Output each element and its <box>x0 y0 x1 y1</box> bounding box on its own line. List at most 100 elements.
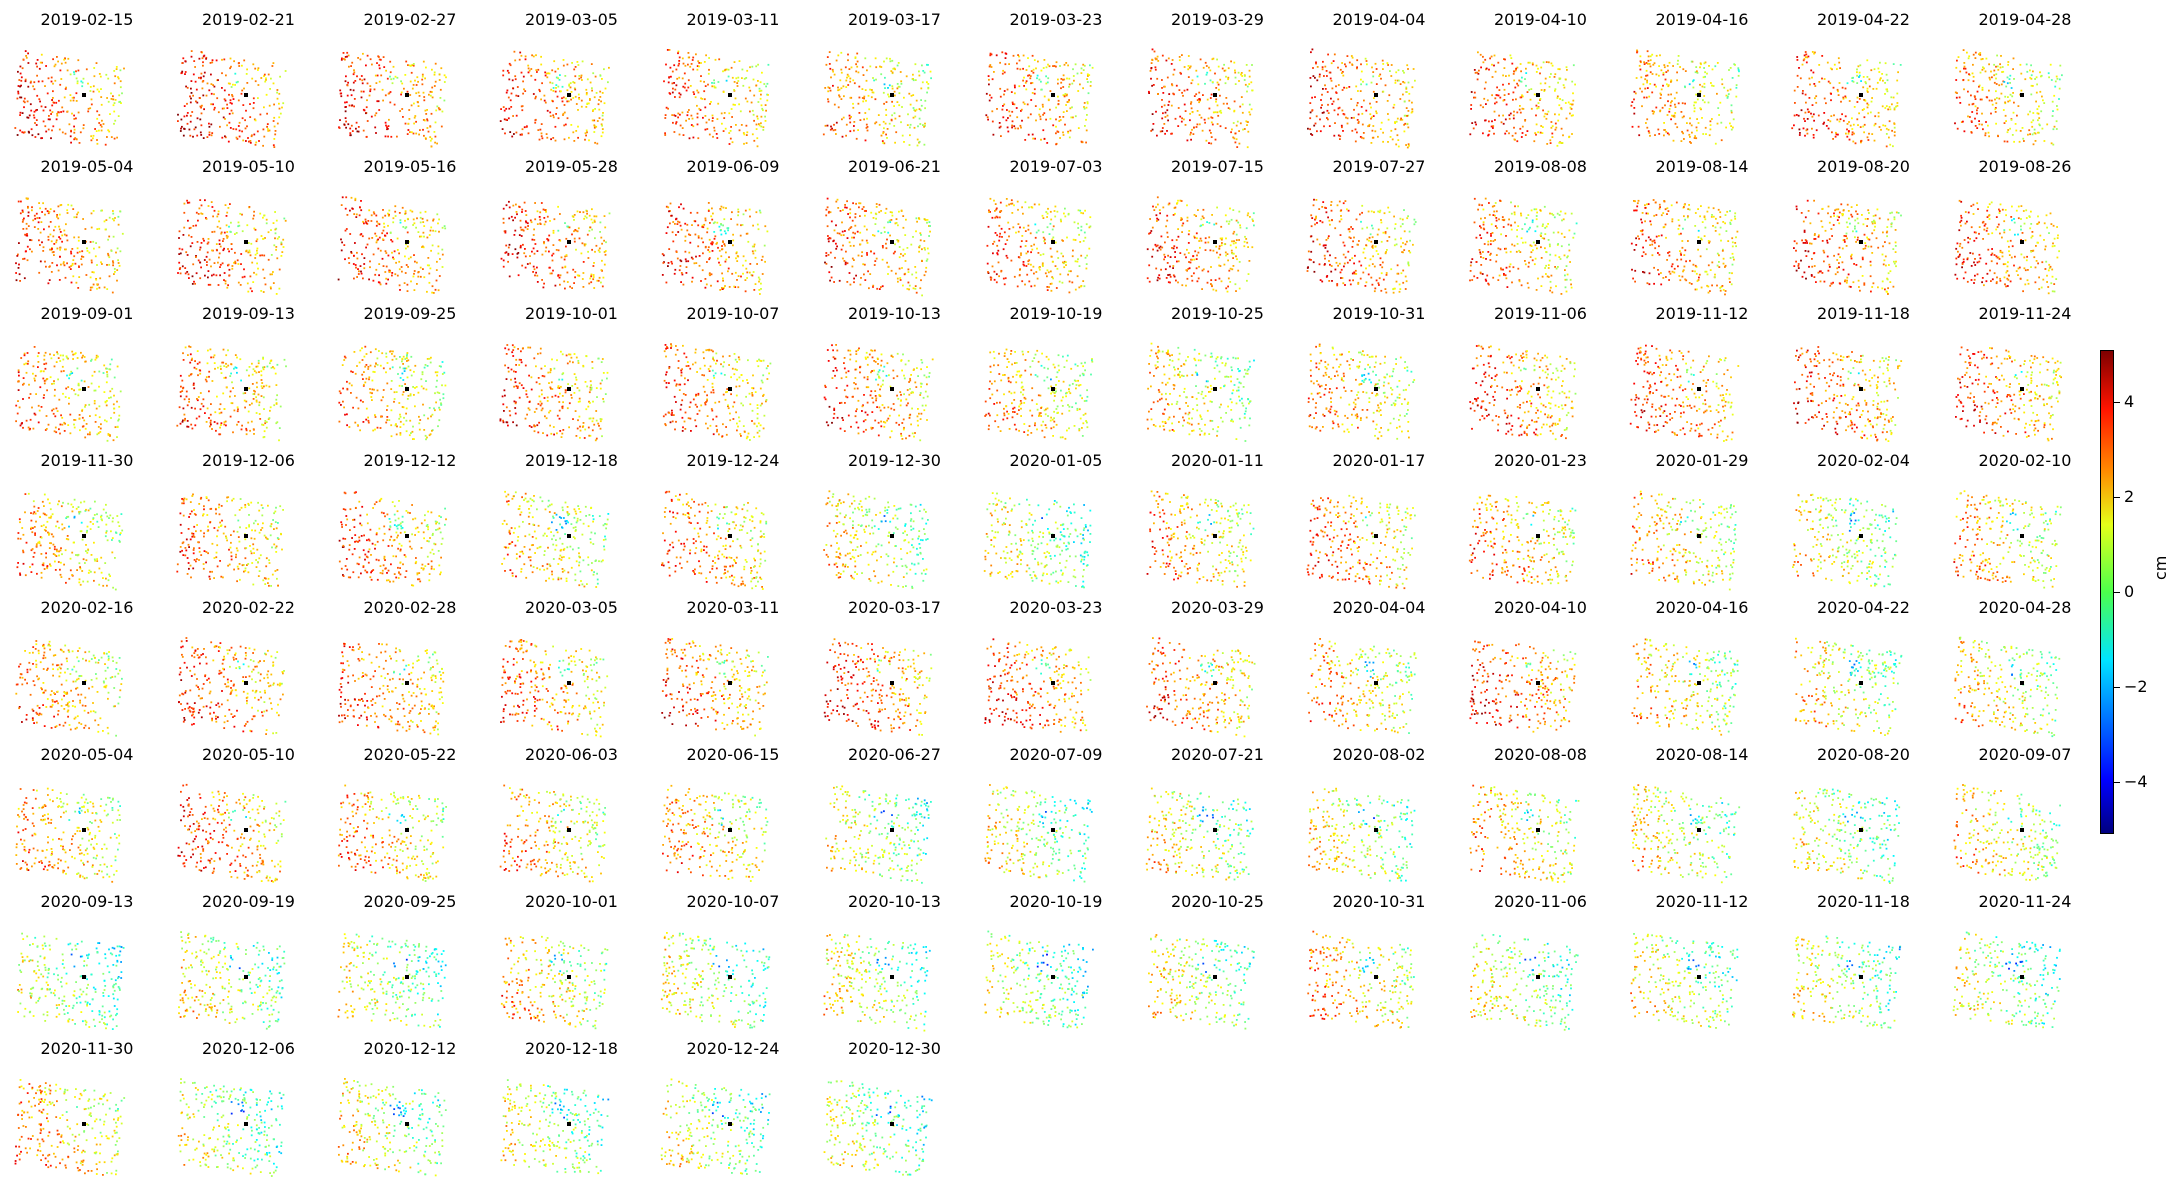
displacement-point <box>754 283 757 285</box>
displacement-point <box>1205 65 1208 67</box>
displacement-point <box>404 255 406 258</box>
displacement-point <box>562 112 564 115</box>
displacement-point <box>1972 63 1974 66</box>
displacement-point <box>377 238 379 241</box>
displacement-point <box>510 215 513 218</box>
displacement-point <box>105 219 108 221</box>
displacement-point <box>1704 71 1706 74</box>
displacement-point <box>585 212 588 215</box>
displacement-point <box>569 86 571 89</box>
displacement-point <box>405 226 408 228</box>
displacement-point <box>907 92 910 95</box>
displacement-point <box>1676 79 1678 82</box>
displacement-point <box>1160 79 1163 81</box>
displacement-point <box>385 124 387 127</box>
reference-point-marker <box>405 240 409 244</box>
displacement-point <box>400 93 402 96</box>
displacement-point <box>1476 78 1478 81</box>
displacement-point <box>699 109 702 111</box>
displacement-point <box>544 250 547 253</box>
displacement-point <box>1491 125 1494 127</box>
displacement-point <box>1956 92 1958 94</box>
displacement-point <box>227 263 230 266</box>
displacement-point <box>737 255 740 258</box>
displacement-point <box>82 77 85 80</box>
displacement-point <box>204 57 207 60</box>
displacement-point <box>909 123 911 126</box>
displacement-point <box>848 121 851 124</box>
displacement-point <box>357 268 359 270</box>
displacement-point <box>413 270 416 272</box>
displacement-point <box>545 72 548 75</box>
displacement-point <box>215 215 218 218</box>
displacement-point <box>1089 64 1091 67</box>
displacement-point <box>63 264 66 267</box>
displacement-point <box>732 244 734 247</box>
displacement-point <box>1881 124 1884 127</box>
displacement-point <box>1329 77 1332 80</box>
displacement-point <box>1223 69 1225 72</box>
displacement-point <box>508 131 511 133</box>
displacement-point <box>516 252 518 255</box>
displacement-point <box>1859 80 1862 82</box>
displacement-point <box>756 137 759 140</box>
displacement-point <box>351 104 354 107</box>
displacement-point <box>725 79 728 82</box>
displacement-point <box>1642 83 1645 86</box>
displacement-point <box>1492 64 1495 67</box>
displacement-point <box>735 252 738 255</box>
displacement-point <box>731 76 734 79</box>
displacement-point <box>735 124 737 126</box>
displacement-point <box>534 69 537 71</box>
displacement-point <box>577 77 580 80</box>
displacement-point <box>881 132 884 135</box>
displacement-point <box>702 241 704 244</box>
displacement-point <box>758 87 761 90</box>
displacement-point <box>868 88 871 91</box>
displacement-point <box>1880 73 1883 75</box>
displacement-point <box>586 78 589 81</box>
displacement-point <box>22 258 24 260</box>
displacement-point <box>82 218 84 220</box>
displacement-point <box>1214 98 1217 101</box>
displacement-point <box>875 257 878 260</box>
displacement-point <box>1653 110 1655 113</box>
displacement-point <box>679 124 682 127</box>
displacement-point <box>538 211 541 214</box>
displacement-point <box>850 66 852 69</box>
displacement-point <box>119 69 122 72</box>
displacement-point <box>21 209 24 212</box>
displacement-point <box>533 97 536 100</box>
displacement-point <box>2024 78 2027 81</box>
displacement-point <box>422 231 425 234</box>
displacement-point <box>1314 76 1316 79</box>
displacement-point <box>1408 99 1411 102</box>
displacement-point <box>1246 130 1249 133</box>
displacement-point <box>237 62 240 65</box>
displacement-point <box>588 99 591 101</box>
displacement-point <box>72 275 75 278</box>
displacement-point <box>741 68 744 71</box>
displacement-point <box>106 97 108 99</box>
displacement-point <box>1091 66 1094 69</box>
displacement-point <box>872 217 874 219</box>
displacement-point <box>1663 66 1666 69</box>
displacement-point <box>2042 99 2044 102</box>
displacement-point <box>831 70 834 73</box>
displacement-point <box>1523 119 1526 122</box>
displacement-point <box>711 250 714 252</box>
displacement-point <box>1163 85 1166 88</box>
displacement-point <box>64 88 67 90</box>
displacement-point <box>344 207 347 210</box>
displacement-point <box>1812 113 1815 116</box>
displacement-point <box>356 276 358 278</box>
displacement-point <box>1345 65 1347 68</box>
displacement-point <box>369 260 371 263</box>
displacement-point <box>260 235 262 237</box>
displacement-point <box>1246 85 1249 88</box>
displacement-point <box>1025 80 1028 83</box>
displacement-point <box>522 75 525 78</box>
displacement-point <box>353 213 356 215</box>
displacement-point <box>829 125 832 128</box>
displacement-point <box>247 140 250 143</box>
